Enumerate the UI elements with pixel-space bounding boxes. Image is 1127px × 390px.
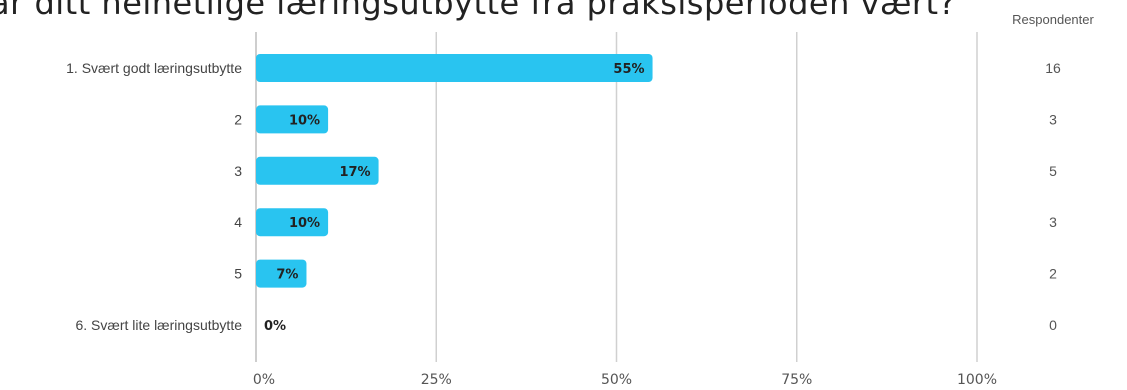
x-tick-label: 100% <box>957 372 997 388</box>
respondent-count: 5 <box>1049 163 1057 179</box>
bar-value-label: 55% <box>613 62 644 77</box>
respondents-header: Respondenter <box>1012 12 1094 27</box>
bar-value-label: 10% <box>289 216 320 231</box>
bar <box>256 105 329 134</box>
category-label: 5 <box>234 266 242 282</box>
chart-title: ar ditt helhetlige læringsutbytte fra pr… <box>0 0 957 22</box>
respondent-count: 3 <box>1049 214 1057 230</box>
x-tick-label: 75% <box>781 372 812 388</box>
respondent-count: 16 <box>1045 60 1061 76</box>
bar-value-label: 0% <box>264 319 286 334</box>
x-tick-label: 25% <box>421 372 452 388</box>
respondent-count: 3 <box>1049 111 1057 127</box>
bar <box>256 208 329 237</box>
x-tick-label: 0% <box>253 372 275 388</box>
x-tick-label: 50% <box>601 372 632 388</box>
respondent-count: 0 <box>1049 317 1057 333</box>
category-label: 6. Svært lite læringsutbytte <box>75 317 242 333</box>
bar <box>256 259 307 288</box>
category-label: 4 <box>234 214 242 230</box>
category-label: 1. Svært godt læringsutbytte <box>66 60 242 76</box>
bar <box>256 54 653 82</box>
category-label: 3 <box>234 163 242 179</box>
category-label: 2 <box>234 111 242 127</box>
bar <box>256 156 379 185</box>
bar-value-label: 17% <box>339 165 370 180</box>
respondent-count: 2 <box>1049 266 1057 282</box>
bar-value-label: 10% <box>289 113 320 128</box>
bar-value-label: 7% <box>276 268 298 283</box>
